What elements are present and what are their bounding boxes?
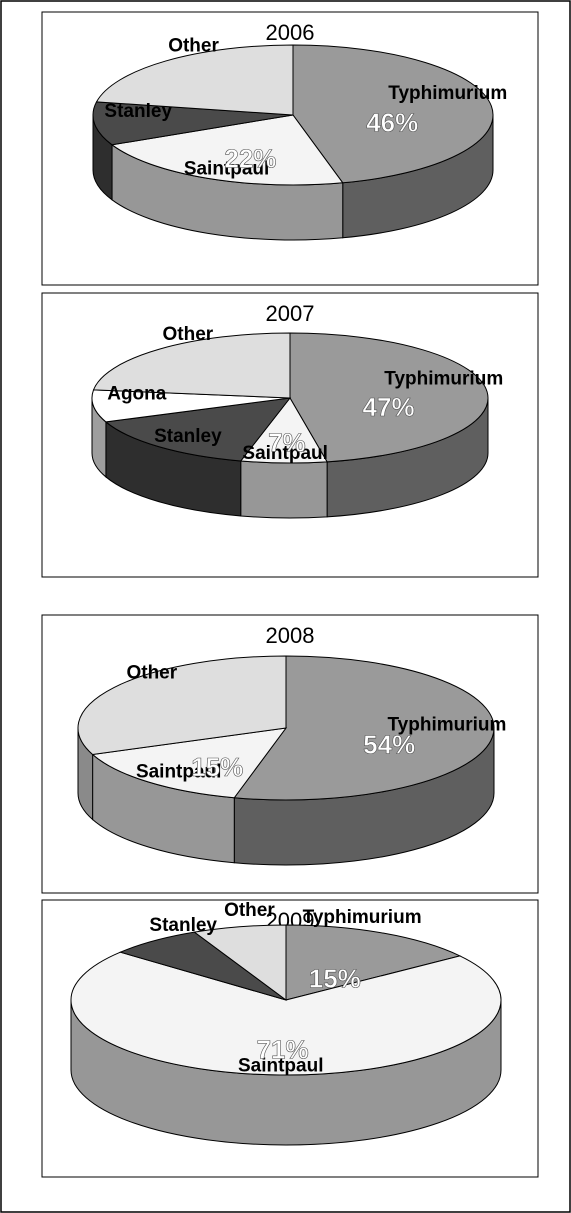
pie-slice [285,924,462,1001]
pie-slice [292,44,494,184]
value-label: 15% [191,752,243,782]
slice-label: Other [168,35,219,56]
chart-title: 2006 [266,20,315,45]
slice-label: Typhimurium [303,907,422,928]
chart-title: 2008 [266,623,315,648]
pie-slice [91,389,291,423]
slice-label: Saintpaul [238,1056,324,1077]
pie-side [240,460,328,519]
pie-slice [193,924,287,1001]
value-label: 54% [363,729,415,759]
pie-slice [70,951,502,1076]
pie-slice [95,44,294,116]
value-label: 47% [363,392,415,422]
pie-slice [77,655,287,756]
pie-slice [233,655,495,801]
slice-label: Typhimurium [387,714,506,735]
pie-slice [91,727,288,799]
slice-label: Other [126,663,177,684]
slice-label: Typhimurium [388,83,507,104]
pie-slice [110,114,344,186]
slice-label: Stanley [149,915,217,936]
slice-label: Stanley [104,101,172,122]
pie-slice [92,332,291,399]
chart-title: 2007 [266,301,315,326]
value-label: 22% [224,144,276,174]
pie-slice [289,332,489,463]
slice-label: Other [163,324,214,345]
value-label: 46% [366,107,418,137]
value-label: 7% [268,427,306,457]
slice-label: Saintpaul [136,762,222,783]
pie-slice [92,101,294,146]
slice-label: Saintpaul [242,443,328,464]
value-label: 71% [257,1034,309,1064]
slice-label: Agona [107,384,167,405]
slice-label: Typhimurium [384,369,503,390]
chart: 2009Typhimurium15%Saintpaul71%StanleyOth… [41,899,539,1178]
slice-label: Saintpaul [184,159,270,180]
value-label: 15% [309,963,361,993]
slice-label: Stanley [154,426,222,447]
pie-slice [104,397,292,462]
slice-label: Other [224,900,275,921]
